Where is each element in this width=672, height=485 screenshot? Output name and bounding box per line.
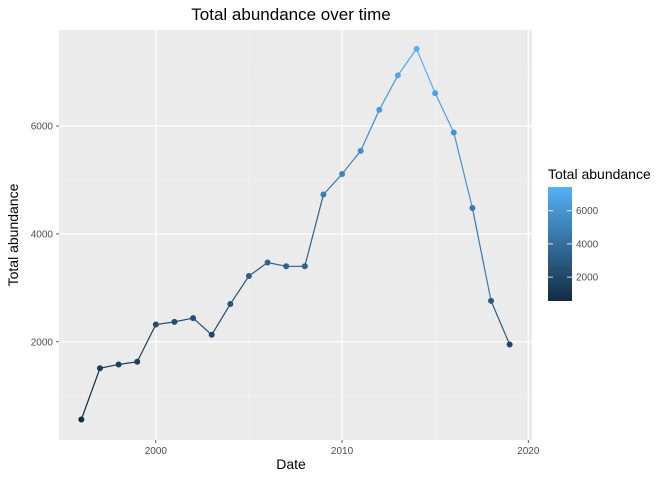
data-point xyxy=(357,147,364,154)
data-point xyxy=(283,263,290,270)
data-point xyxy=(506,341,513,348)
data-point xyxy=(115,361,122,368)
line-segment xyxy=(322,173,343,195)
line-segment xyxy=(192,317,213,336)
data-point xyxy=(376,106,383,113)
series-points xyxy=(78,45,513,423)
data-point xyxy=(245,273,252,279)
data-point xyxy=(171,318,178,325)
data-point xyxy=(227,301,234,308)
data-point xyxy=(450,129,457,136)
x-tick-label: 2020 xyxy=(517,446,540,457)
line-segment xyxy=(174,317,194,323)
legend-title: Total abundance xyxy=(548,166,651,182)
line-segment xyxy=(434,92,455,133)
data-point xyxy=(339,171,346,178)
line-segment xyxy=(453,132,473,209)
line-segment xyxy=(99,363,119,369)
line-segment xyxy=(267,261,287,267)
plot-panel xyxy=(59,30,532,440)
chart-title: Total abundance over time xyxy=(191,5,390,24)
line-segment xyxy=(360,109,380,152)
data-point xyxy=(469,205,476,212)
line-segment xyxy=(155,321,175,326)
line-segment xyxy=(397,48,418,76)
legend-tick-label: 2000 xyxy=(576,273,599,284)
data-point xyxy=(413,45,420,52)
line-segment xyxy=(471,207,492,301)
legend-tick-label: 4000 xyxy=(576,239,599,250)
y-tick-label: 2000 xyxy=(31,337,54,348)
data-point xyxy=(78,416,85,423)
line-segment xyxy=(136,324,157,363)
data-point xyxy=(152,321,159,328)
data-point xyxy=(488,297,495,304)
color-legend: Total abundance 2000 4000 6000 xyxy=(548,166,651,301)
y-tick-label: 6000 xyxy=(31,122,54,133)
data-point xyxy=(264,259,271,266)
data-point xyxy=(190,315,197,322)
data-point xyxy=(134,358,141,365)
line-segment xyxy=(211,303,231,336)
grid-lines xyxy=(59,30,532,440)
line-segment xyxy=(118,361,138,366)
y-axis-title: Total abundance xyxy=(5,183,21,286)
x-axis-ticks: 2000 2010 2020 xyxy=(145,440,540,457)
y-axis-ticks: 2000 4000 6000 xyxy=(31,122,59,348)
data-point xyxy=(301,263,308,270)
legend-tick-label: 6000 xyxy=(576,206,599,217)
x-tick-label: 2000 xyxy=(145,446,168,457)
line-segment xyxy=(229,275,250,305)
data-point xyxy=(208,331,215,338)
data-point xyxy=(394,72,401,79)
line-segment xyxy=(415,48,436,94)
data-point xyxy=(432,90,439,97)
line-segment xyxy=(304,194,325,267)
line-segment xyxy=(80,368,101,420)
series-line xyxy=(80,48,511,420)
x-axis-title: Date xyxy=(276,456,306,472)
line-segment xyxy=(341,150,362,175)
line-segment xyxy=(378,75,399,111)
y-tick-label: 4000 xyxy=(31,229,54,240)
line-segment xyxy=(490,300,511,345)
legend-ticks: 2000 4000 6000 xyxy=(548,206,599,284)
line-segment xyxy=(248,262,268,277)
data-point xyxy=(96,365,103,372)
data-point xyxy=(320,191,327,198)
x-tick-label: 2010 xyxy=(331,446,354,457)
